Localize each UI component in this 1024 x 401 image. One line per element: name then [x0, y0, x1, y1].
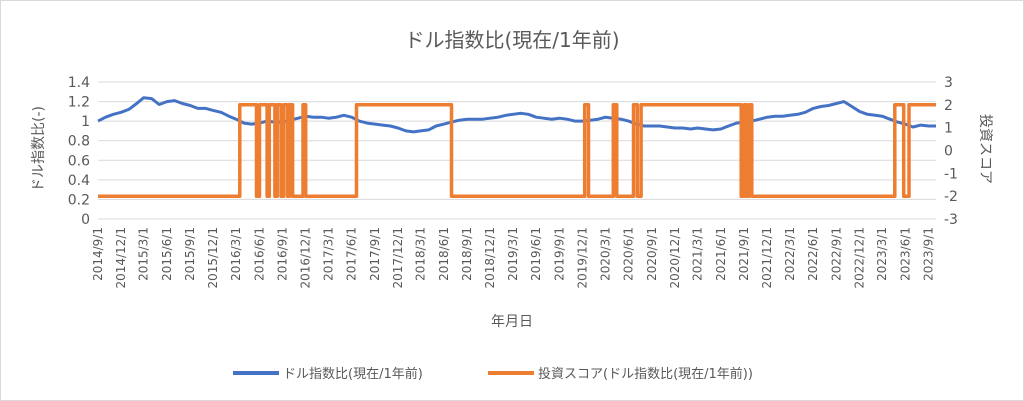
- series-line-dollar-index: [97, 96, 936, 134]
- x-axis-tick-label: 2014/9/1: [91, 227, 105, 281]
- x-axis-tick-label: 2022/3/1: [783, 227, 797, 281]
- x-axis-tick-label: 2015/9/1: [183, 227, 197, 281]
- x-axis-tick-label: 2018/3/1: [414, 227, 428, 281]
- legend-label-dollar-index: ドル指数比(現在/1年前): [283, 366, 423, 382]
- x-axis-tick-label: 2017/12/1: [391, 227, 405, 289]
- left-axis-tick-label: 1.4: [68, 75, 90, 91]
- left-axis-tick-label: 0.4: [68, 173, 90, 189]
- x-axis-tick-label: 2022/9/1: [829, 227, 843, 281]
- x-axis-tick-label: 2020/12/1: [668, 227, 682, 289]
- x-axis-tick-label: 2020/3/1: [598, 227, 612, 281]
- x-axis-tick-label: 2014/12/1: [114, 227, 128, 289]
- right-axis-tick-label: -3: [944, 212, 958, 228]
- right-axis-tick-label: -2: [944, 189, 958, 205]
- x-axis-tick-label: 2022/12/1: [852, 227, 866, 289]
- gridlines: [98, 81, 936, 220]
- left-axis-tick-label: 0: [81, 212, 90, 228]
- x-axis-tick-label: 2016/3/1: [229, 227, 243, 281]
- x-axis-tick-label: 2017/9/1: [368, 227, 382, 281]
- right-axis-tick-label: 2: [944, 98, 953, 114]
- x-axis-tick-label: 2023/6/1: [898, 227, 912, 281]
- right-axis-tick-label: -1: [944, 166, 958, 182]
- left-axis-tick-label: 0.6: [68, 153, 90, 169]
- x-axis-tick-label: 2022/6/1: [806, 227, 820, 281]
- left-axis-label: ドル指数比(-): [31, 106, 47, 192]
- x-axis-tick-label: 2015/6/1: [160, 227, 174, 281]
- left-axis-tick-label: 1.2: [68, 95, 90, 111]
- x-axis-tick-label: 2016/9/1: [276, 227, 290, 281]
- right-axis-tick-label: 3: [944, 75, 953, 91]
- x-axis-tick-label: 2016/6/1: [252, 227, 266, 281]
- x-axis-tick-label: 2019/3/1: [506, 227, 520, 281]
- x-axis-label: 年月日: [491, 314, 533, 330]
- legend-label-investment-score: 投資スコア(ドル指数比(現在/1年前)): [538, 366, 753, 382]
- legend: ドル指数比(現在/1年前) 投資スコア(ドル指数比(現在/1年前)): [233, 366, 753, 382]
- x-axis-tick-label: 2023/9/1: [922, 227, 936, 281]
- x-axis-tick-label: 2020/6/1: [622, 227, 636, 281]
- x-axis-tick-label: 2023/3/1: [875, 227, 889, 281]
- left-axis-tick-label: 0.8: [68, 134, 90, 150]
- x-axis-tick-label: 2017/3/1: [321, 227, 335, 281]
- x-axis-tick-label: 2018/6/1: [437, 227, 451, 281]
- x-axis-tick-label: 2020/9/1: [645, 227, 659, 281]
- x-axis-tick-label: 2019/12/1: [575, 227, 589, 289]
- right-axis-label: 投資スコア: [977, 114, 993, 184]
- x-axis-tick-label: 2021/3/1: [691, 227, 705, 281]
- x-axis-tick-label: 2021/6/1: [714, 227, 728, 281]
- x-axis-tick-label: 2021/9/1: [737, 227, 751, 281]
- x-axis-tick-label: 2018/12/1: [483, 227, 497, 289]
- series-line-investment-score: [98, 103, 936, 198]
- x-axis-tick-label: 2015/12/1: [206, 227, 220, 289]
- series-lines: [97, 96, 936, 198]
- left-axis-ticks: 0 0.2 0.4 0.6 0.8 1 1.2 1.4: [68, 75, 90, 228]
- right-axis-ticks: -3 -2 -1 0 1 2 3: [944, 75, 958, 228]
- x-axis-tick-label: 2018/9/1: [460, 227, 474, 281]
- x-axis-tick-label: 2015/3/1: [137, 227, 151, 281]
- left-axis-tick-label: 1: [81, 114, 90, 130]
- x-axis-tick-label: 2017/6/1: [345, 227, 359, 281]
- x-axis-ticks: 2014/9/1 2014/12/1 2015/3/1 2015/6/1 2015/9/…: [91, 227, 936, 289]
- x-axis-tick-label: 2016/12/1: [299, 227, 313, 289]
- left-axis-tick-label: 0.2: [68, 192, 90, 208]
- x-axis-tick-label: 2019/6/1: [529, 227, 543, 281]
- right-axis-tick-label: 0: [944, 144, 953, 160]
- x-axis-tick-label: 2021/12/1: [760, 227, 774, 289]
- right-axis-tick-label: 1: [944, 121, 953, 137]
- x-axis-tick-label: 2019/9/1: [552, 227, 566, 281]
- chart-title: ドル指数比(現在/1年前): [404, 28, 619, 52]
